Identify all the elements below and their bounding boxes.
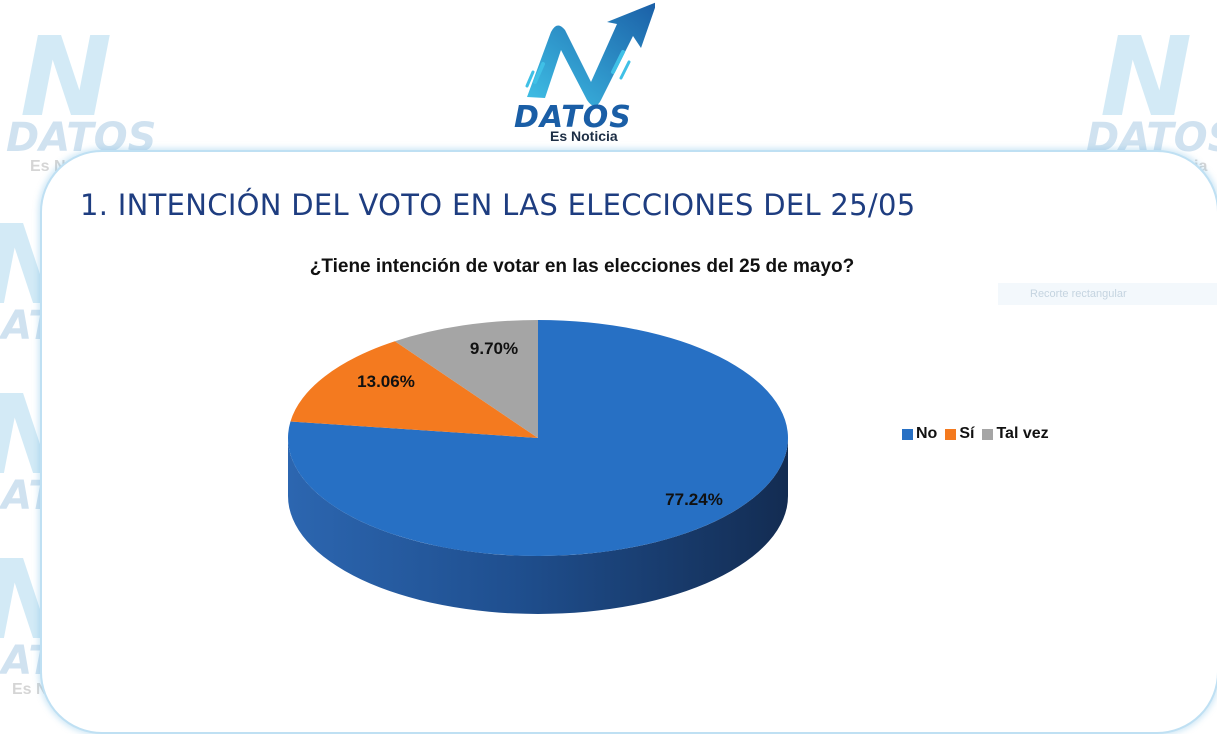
legend-item-no: No bbox=[902, 425, 937, 443]
legend-label-no: No bbox=[916, 425, 938, 442]
legend-label-si: Sí bbox=[959, 425, 975, 442]
snip-tool-hint: Recorte rectangular bbox=[998, 283, 1217, 305]
legend-swatch-no bbox=[902, 428, 913, 440]
snip-tool-label: Recorte rectangular bbox=[1030, 288, 1127, 300]
chart-legend: No Sí Tal vez bbox=[902, 425, 1049, 443]
logo-wordmark: DATOS bbox=[514, 100, 632, 135]
legend-item-si: Sí bbox=[945, 425, 974, 443]
pie-slice-si bbox=[290, 341, 538, 438]
pie-side-wall bbox=[288, 438, 788, 614]
watermark-logo-left-top: N DATOS Es Noticia bbox=[6, 13, 156, 176]
data-label-talvez: 9.70% bbox=[470, 339, 518, 358]
pie-slice-no bbox=[288, 320, 789, 556]
legend-label-talvez: Tal vez bbox=[996, 425, 1049, 442]
legend-swatch-si bbox=[945, 428, 957, 440]
legend-swatch-talvez bbox=[982, 428, 994, 440]
pie-slice-talvez bbox=[394, 320, 538, 438]
datos-logo-icon bbox=[525, 2, 655, 106]
chart-title: ¿Tiene intención de votar en las eleccio… bbox=[309, 256, 855, 277]
data-label-si: 13.06% bbox=[357, 372, 415, 391]
pie-chart: 77.24% 13.06% 9.70% bbox=[288, 320, 789, 614]
data-label-no: 77.24% bbox=[665, 490, 723, 509]
logo-tagline: Es Noticia bbox=[550, 128, 618, 144]
watermark-n-icon: N bbox=[20, 13, 113, 141]
legend-item-talvez: Tal vez bbox=[982, 425, 1049, 443]
page-title: 1. INTENCIÓN DEL VOTO EN LAS ELECCIONES … bbox=[80, 188, 916, 222]
watermark-n-icon: N bbox=[1100, 13, 1193, 141]
